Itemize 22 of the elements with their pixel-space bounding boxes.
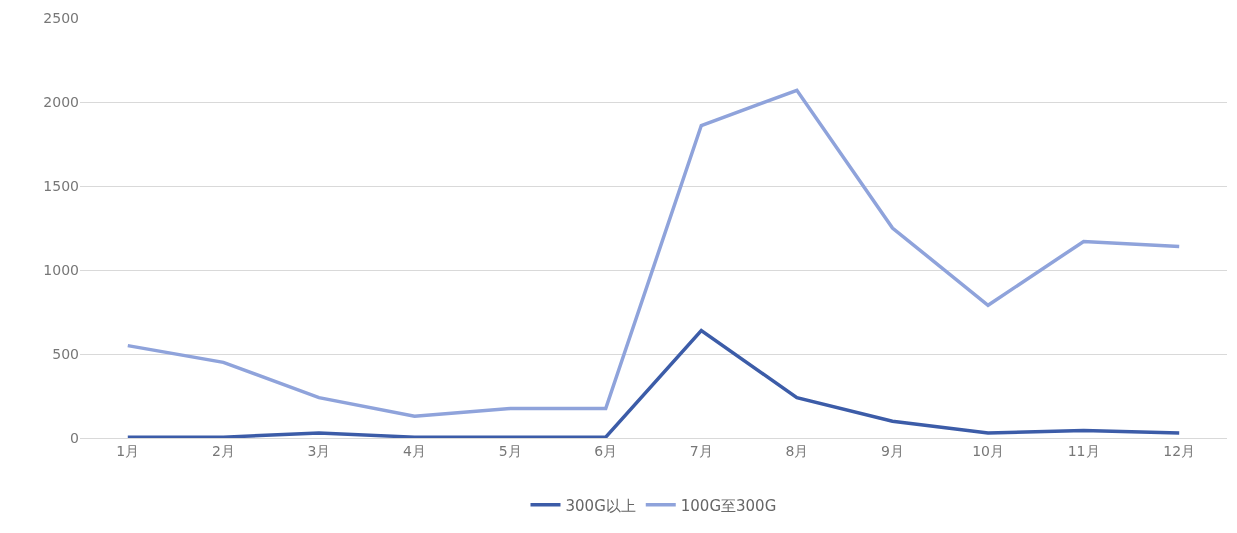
x-tick-label: 2月 xyxy=(211,442,235,459)
x-tick-label: 1月 xyxy=(116,442,140,459)
y-tick-label: 0 xyxy=(70,429,79,446)
x-tick-label: 3月 xyxy=(307,442,331,459)
y-tick-label: 1500 xyxy=(43,177,79,194)
x-tick-label: 5月 xyxy=(498,442,522,459)
x-tick-label: 12月 xyxy=(1163,442,1196,459)
y-tick-label: 2000 xyxy=(43,93,79,110)
x-tick-label: 9月 xyxy=(881,442,904,459)
x-tick-label: 4月 xyxy=(403,442,426,459)
x-tick-label: 11月 xyxy=(1067,442,1100,459)
y-tick-label: 2500 xyxy=(43,9,79,26)
x-tick-label: 8月 xyxy=(785,442,809,459)
legend-label: 100G至300G xyxy=(680,496,777,515)
legend-label: 300G以上 xyxy=(565,496,636,515)
x-tick-label: 6月 xyxy=(594,442,618,459)
x-tick-label: 7月 xyxy=(689,442,713,459)
line-series xyxy=(126,328,1181,438)
line-series xyxy=(126,88,1181,418)
y-tick-label: 500 xyxy=(52,345,79,362)
x-tick-label: 10月 xyxy=(972,442,1004,459)
y-tick-label: 1000 xyxy=(43,261,79,278)
